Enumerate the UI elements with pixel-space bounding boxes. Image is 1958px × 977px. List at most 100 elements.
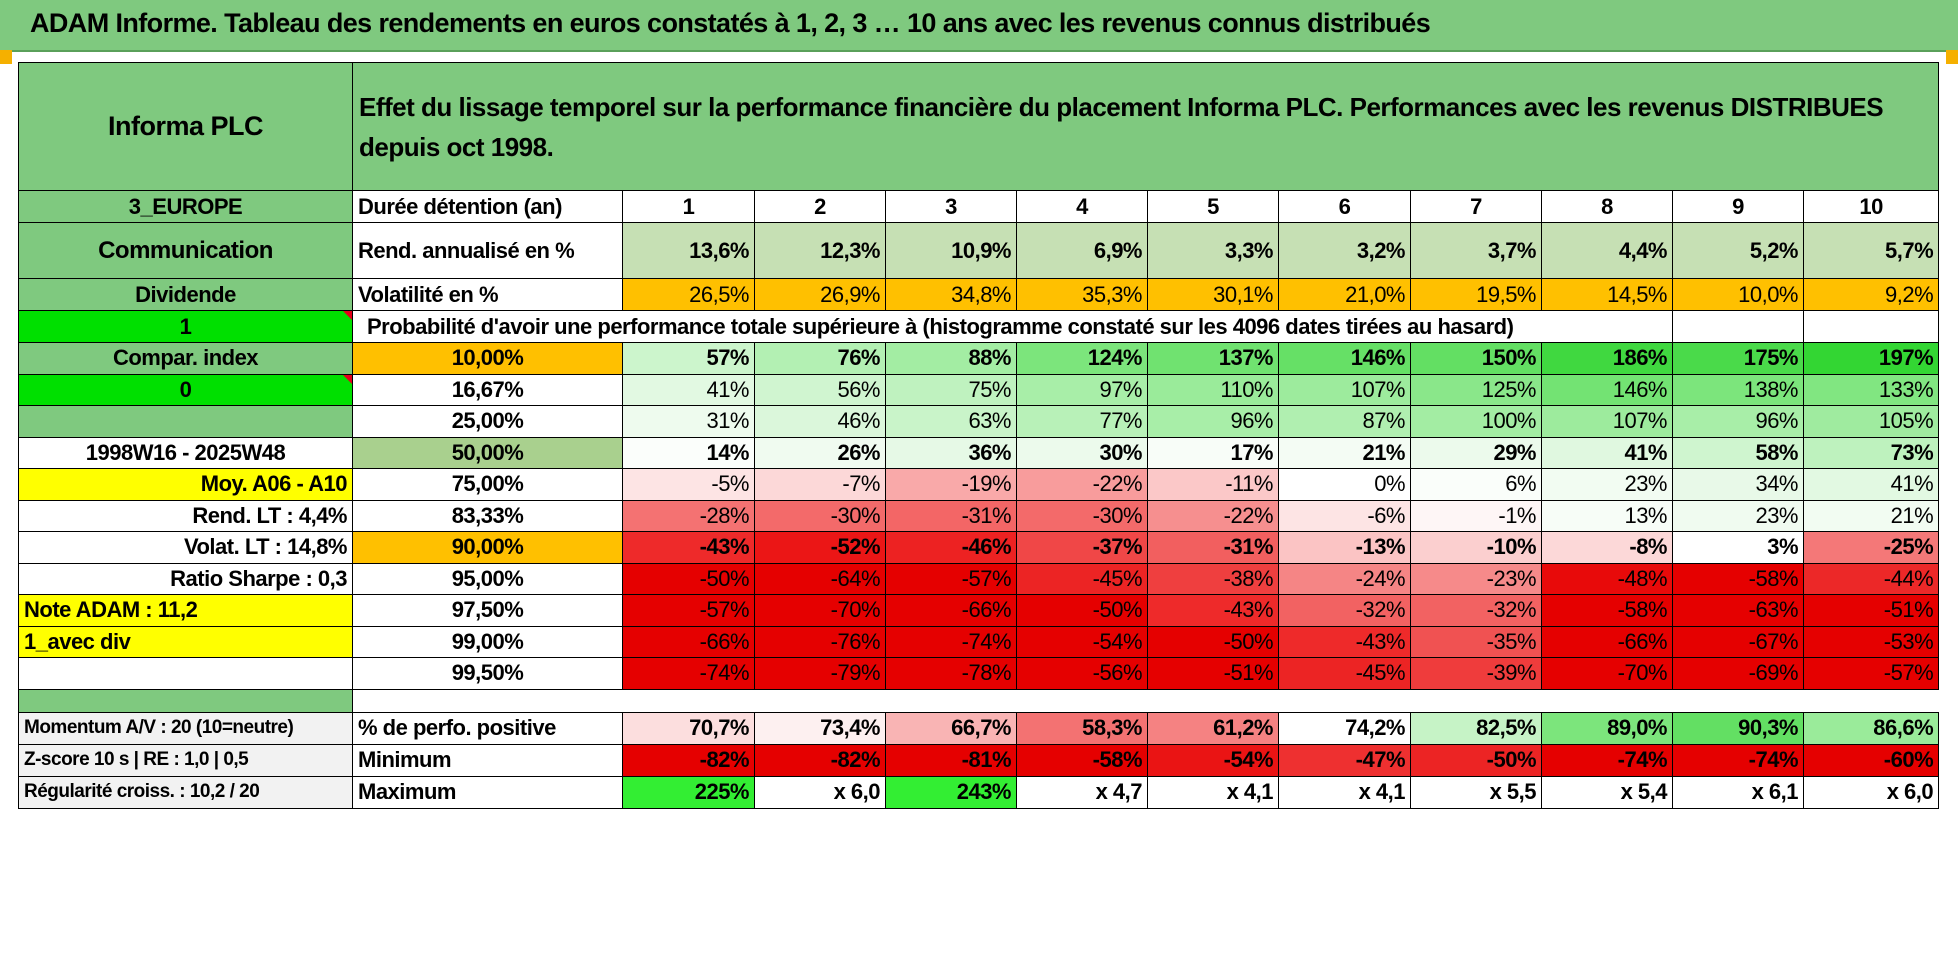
year-header: 8 xyxy=(1541,190,1673,223)
quantile-threshold: 50,00% xyxy=(352,436,623,469)
quantile-value: -32% xyxy=(1278,594,1411,627)
quantile-value: 63% xyxy=(885,405,1017,438)
maximum-value: x 5,5 xyxy=(1410,775,1542,809)
quantile-value: 150% xyxy=(1410,342,1542,375)
volatility-label: Volatilité en % xyxy=(352,278,623,311)
maximum-value: 225% xyxy=(622,775,755,809)
quantile-value: 0% xyxy=(1278,468,1411,501)
quantile-value: -74% xyxy=(885,625,1017,658)
quantile-value: -32% xyxy=(1410,594,1542,627)
positive-pct-value: 74,2% xyxy=(1278,711,1411,745)
quantile-value: -46% xyxy=(885,531,1017,564)
volatility-value: 30,1% xyxy=(1147,278,1279,311)
quantile-value: -30% xyxy=(1016,499,1148,532)
return-value: 5,2% xyxy=(1672,222,1804,279)
year-header: 5 xyxy=(1147,190,1279,223)
quantile-threshold: 90,00% xyxy=(352,531,623,564)
positive-pct-value: 82,5% xyxy=(1410,711,1542,745)
quantile-value: 175% xyxy=(1672,342,1804,375)
maximum-value: x 6,1 xyxy=(1672,775,1804,809)
quantile-threshold: 25,00% xyxy=(352,405,623,438)
maximum-value: 243% xyxy=(885,775,1017,809)
title-bar: ADAM Informe. Tableau des rendements en … xyxy=(0,0,1958,52)
quantile-value: 77% xyxy=(1016,405,1148,438)
quantile-value: -70% xyxy=(1541,657,1673,690)
year-header: 10 xyxy=(1802,190,1940,223)
quantile-value: 88% xyxy=(885,342,1017,375)
performance-table-container: Informa PLC Effet du lissage temporel su… xyxy=(18,62,1940,972)
minimum-value: -47% xyxy=(1278,743,1411,777)
region-label: 3_EUROPE xyxy=(18,190,353,223)
quantile-threshold: 83,33% xyxy=(352,499,623,532)
adam-score-label: Note ADAM : 11,2 xyxy=(18,594,353,627)
quantile-value: -45% xyxy=(1278,657,1411,690)
quantile-value: 87% xyxy=(1278,405,1411,438)
quantile-value: 41% xyxy=(1541,436,1673,469)
table-description: Effet du lissage temporel sur la perform… xyxy=(351,62,1940,191)
volatility-value: 26,5% xyxy=(622,278,755,311)
quantile-value: 17% xyxy=(1147,436,1279,469)
quantile-threshold: 75,00% xyxy=(352,468,623,501)
quantile-value: -39% xyxy=(1410,657,1542,690)
left-corner-mark xyxy=(0,50,12,64)
quantile-value: -31% xyxy=(1147,531,1279,564)
quantile-value: -37% xyxy=(1016,531,1148,564)
momentum-label: Momentum A/V : 20 (10=neutre) xyxy=(18,711,353,745)
quantile-value: -54% xyxy=(1016,625,1148,658)
probability-label: Probabilité d'avoir une performance tota… xyxy=(352,310,1673,343)
minimum-value: -60% xyxy=(1802,743,1940,777)
volatility-value: 35,3% xyxy=(1016,278,1148,311)
positive-pct-value: 70,7% xyxy=(622,711,755,745)
quantile-value: 107% xyxy=(1278,373,1411,406)
zscore-label: Z-score 10 s | RE : 1,0 | 0,5 xyxy=(18,743,353,777)
quantile-value: -43% xyxy=(622,531,755,564)
quantile-value: 26% xyxy=(754,436,886,469)
return-value: 4,4% xyxy=(1541,222,1673,279)
minimum-value: -50% xyxy=(1410,743,1542,777)
return-value: 6,9% xyxy=(1016,222,1148,279)
quantile-value: -66% xyxy=(885,594,1017,627)
quantile-value: 107% xyxy=(1541,405,1673,438)
minimum-value: -54% xyxy=(1147,743,1279,777)
quantile-value: -70% xyxy=(754,594,886,627)
quantile-value: 46% xyxy=(754,405,886,438)
quantile-value: 6% xyxy=(1410,468,1542,501)
quantile-value: -30% xyxy=(754,499,886,532)
quantile-threshold: 95,00% xyxy=(352,562,623,595)
maximum-value: x 6,0 xyxy=(1802,775,1940,809)
quantile-value: -44% xyxy=(1802,562,1940,595)
volatility-value: 19,5% xyxy=(1410,278,1542,311)
quantile-value: 21% xyxy=(1802,499,1940,532)
quantile-value: 75% xyxy=(885,373,1017,406)
quantile-value: -51% xyxy=(1802,594,1940,627)
positive-pct-value: 86,6% xyxy=(1802,711,1940,745)
moy-label: Moy. A06 - A10 xyxy=(18,468,353,501)
quantile-value: -31% xyxy=(885,499,1017,532)
quantile-value: -19% xyxy=(885,468,1017,501)
quantile-value: -50% xyxy=(622,562,755,595)
page-title: ADAM Informe. Tableau des rendements en … xyxy=(30,8,1431,38)
quantile-value: 105% xyxy=(1802,405,1940,438)
quantile-value: 137% xyxy=(1147,342,1279,375)
quantile-value: -50% xyxy=(1016,594,1148,627)
quantile-value: 23% xyxy=(1541,468,1673,501)
quantile-value: 58% xyxy=(1672,436,1804,469)
quantile-value: -45% xyxy=(1016,562,1148,595)
quantile-value: 31% xyxy=(622,405,755,438)
year-header: 7 xyxy=(1410,190,1542,223)
quantile-value: -56% xyxy=(1016,657,1148,690)
volatility-value: 34,8% xyxy=(885,278,1017,311)
quantile-value: 30% xyxy=(1016,436,1148,469)
empty-green-cell xyxy=(18,405,353,438)
minimum-value: -58% xyxy=(1016,743,1148,777)
volatility-value: 21,0% xyxy=(1278,278,1411,311)
instrument-name: Informa PLC xyxy=(18,62,353,191)
sector-label: Communication xyxy=(18,222,353,279)
return-value: 5,7% xyxy=(1802,222,1940,279)
volatility-value: 10,0% xyxy=(1672,278,1804,311)
quantile-value: 21% xyxy=(1278,436,1411,469)
year-header: 3 xyxy=(885,190,1017,223)
annualized-return-label: Rend. annualisé en % xyxy=(352,222,623,279)
quantile-value: 96% xyxy=(1147,405,1279,438)
quantile-value: 73% xyxy=(1802,436,1940,469)
